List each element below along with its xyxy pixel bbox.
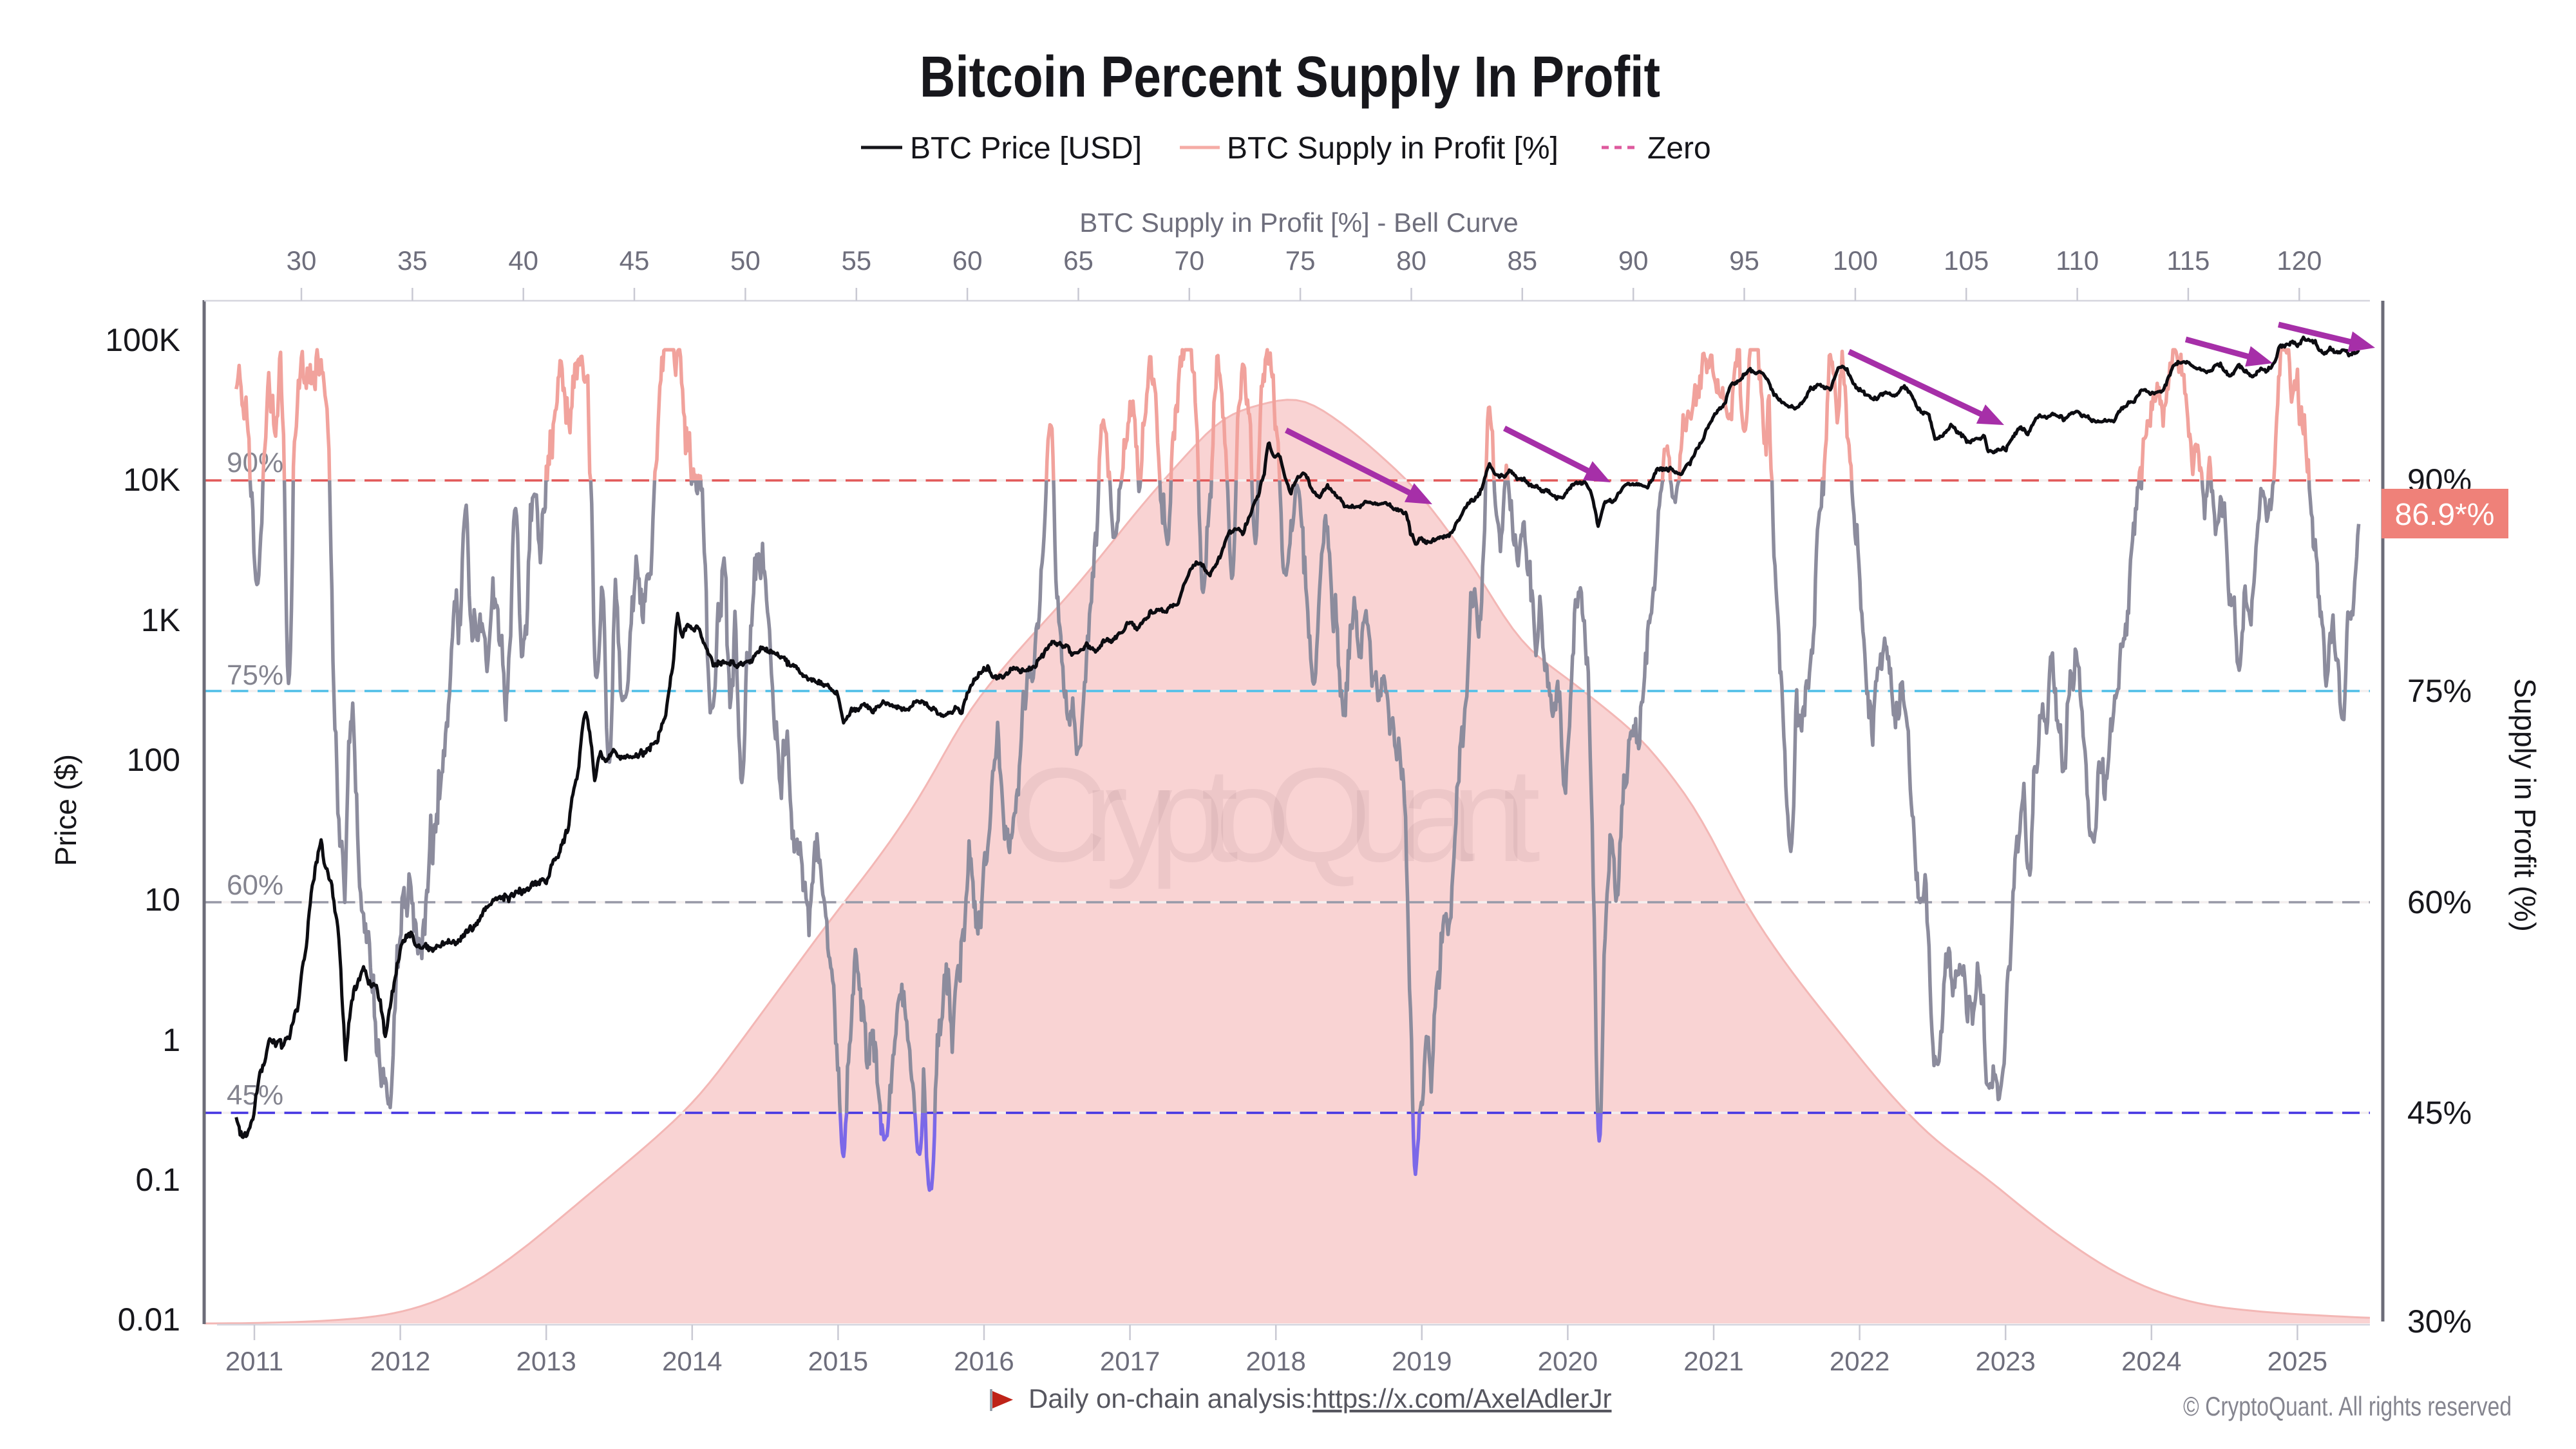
svg-text:80: 80: [1396, 245, 1426, 276]
svg-text:30: 30: [287, 245, 317, 276]
svg-text:2024: 2024: [2121, 1346, 2181, 1376]
svg-text:75%: 75%: [2407, 673, 2472, 709]
svg-text:2012: 2012: [370, 1346, 430, 1376]
svg-text:2019: 2019: [1392, 1346, 1452, 1376]
svg-text:86.9*%: 86.9*%: [2395, 498, 2495, 532]
svg-text:75: 75: [1285, 245, 1316, 276]
svg-text:85: 85: [1507, 245, 1537, 276]
svg-text:95: 95: [1729, 245, 1759, 276]
svg-text:2022: 2022: [1830, 1346, 1889, 1376]
svg-text:2023: 2023: [1975, 1346, 2035, 1376]
svg-text:55: 55: [841, 245, 871, 276]
svg-text:110: 110: [2056, 245, 2099, 276]
svg-text:2015: 2015: [808, 1346, 868, 1376]
svg-text:2021: 2021: [1683, 1346, 1743, 1376]
svg-text:10K: 10K: [123, 462, 180, 498]
svg-text:2018: 2018: [1245, 1346, 1305, 1376]
svg-text:100: 100: [127, 742, 180, 778]
svg-text:45%: 45%: [2407, 1095, 2472, 1131]
svg-text:50: 50: [730, 245, 761, 276]
svg-text:75%: 75%: [227, 659, 283, 691]
svg-text:2025: 2025: [2268, 1346, 2327, 1376]
svg-text:40: 40: [508, 245, 538, 276]
svg-text:100K: 100K: [105, 322, 180, 358]
svg-text:2013: 2013: [516, 1346, 576, 1376]
svg-text:Daily on-chain analysis:: Daily on-chain analysis:: [1028, 1383, 1312, 1414]
svg-text:115: 115: [2166, 245, 2210, 276]
svg-text:1K: 1K: [141, 602, 180, 638]
svg-text:105: 105: [1944, 245, 1989, 276]
svg-text:60: 60: [952, 245, 983, 276]
svg-text:60%: 60%: [227, 869, 283, 901]
svg-text:60%: 60%: [2407, 884, 2472, 920]
svg-text:BTC Supply in Profit [%]: BTC Supply in Profit [%]: [1227, 131, 1558, 166]
svg-text:© CryptoQuant. All rights rese: © CryptoQuant. All rights reserved: [2183, 1391, 2512, 1421]
svg-text:10: 10: [144, 882, 180, 918]
svg-text:Supply in Profit (%): Supply in Profit (%): [2508, 678, 2542, 932]
svg-text:90: 90: [1618, 245, 1649, 276]
svg-text:100: 100: [1833, 245, 1878, 276]
svg-text:Bitcoin Percent Supply In Prof: Bitcoin Percent Supply In Profit: [920, 45, 1660, 109]
svg-text:45: 45: [620, 245, 650, 276]
svg-text:0.01: 0.01: [118, 1302, 180, 1338]
svg-text:2014: 2014: [662, 1346, 722, 1376]
svg-text:Zero: Zero: [1647, 131, 1711, 166]
svg-text:120: 120: [2277, 245, 2322, 276]
svg-text:30%: 30%: [2407, 1303, 2472, 1340]
svg-text:2011: 2011: [225, 1346, 283, 1376]
svg-text:65: 65: [1063, 245, 1094, 276]
svg-text:0.1: 0.1: [135, 1162, 180, 1198]
svg-text:70: 70: [1174, 245, 1204, 276]
svg-text:1: 1: [162, 1022, 180, 1058]
svg-text:BTC Price [USD]: BTC Price [USD]: [910, 131, 1142, 166]
svg-text:https://x.com/AxelAdlerJr: https://x.com/AxelAdlerJr: [1312, 1383, 1611, 1414]
svg-text:BTC Supply in Profit [%] - Bel: BTC Supply in Profit [%] - Bell Curve: [1079, 207, 1519, 238]
svg-text:Price ($): Price ($): [49, 754, 82, 866]
svg-text:2020: 2020: [1538, 1346, 1598, 1376]
svg-text:90%: 90%: [227, 447, 283, 478]
svg-text:35: 35: [397, 245, 428, 276]
svg-text:2016: 2016: [954, 1346, 1014, 1376]
svg-text:2017: 2017: [1100, 1346, 1160, 1376]
